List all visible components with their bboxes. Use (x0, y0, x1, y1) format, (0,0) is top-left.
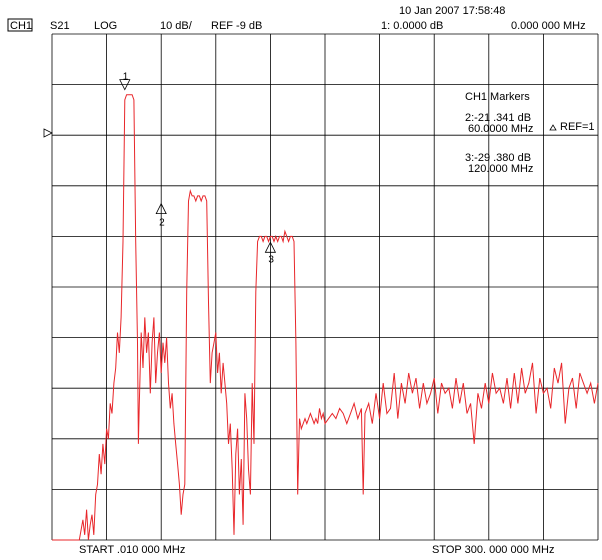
marker-2-label: 2 (159, 218, 165, 229)
channel-label: CH1 (10, 20, 32, 32)
param-label: S21 (50, 20, 70, 32)
marker-freq: 0.000 000 MHz (511, 20, 586, 32)
format-label: LOG (94, 20, 117, 32)
delta-ref: REF=1 (560, 121, 595, 133)
scale-label: 10 dB/ (160, 20, 193, 32)
marker3-freq: 120.000 MHz (468, 163, 533, 175)
markers: 1 2 3 (119, 72, 277, 265)
ref-level-arrow-icon (43, 128, 53, 138)
channel-box (7, 18, 33, 32)
marker3-value: 3:-29 .380 dB (465, 152, 531, 164)
marker2-value: 2:-21 .341 dB (465, 112, 531, 124)
timestamp: 10 Jan 2007 17:58:48 (399, 5, 505, 17)
start-freq: START .010 000 MHz (79, 544, 185, 556)
s21-trace (52, 94, 599, 541)
delta-icon (549, 124, 557, 131)
marker-1-label: 1 (123, 72, 129, 83)
marker-3-label: 3 (268, 254, 274, 265)
marker-1-triangle-icon (119, 79, 131, 91)
marker-readout: 1: 0.0000 dB (381, 20, 443, 32)
grid (51, 33, 599, 541)
marker2-freq: 60.0000 MHz (468, 123, 533, 135)
marker-3-triangle-icon (264, 241, 277, 253)
ref-label: REF -9 dB (211, 20, 262, 32)
marker-panel-title: CH1 Markers (465, 91, 530, 103)
stop-freq: STOP 300. 000 000 MHz (432, 544, 555, 556)
marker-2-triangle-icon (155, 202, 167, 215)
